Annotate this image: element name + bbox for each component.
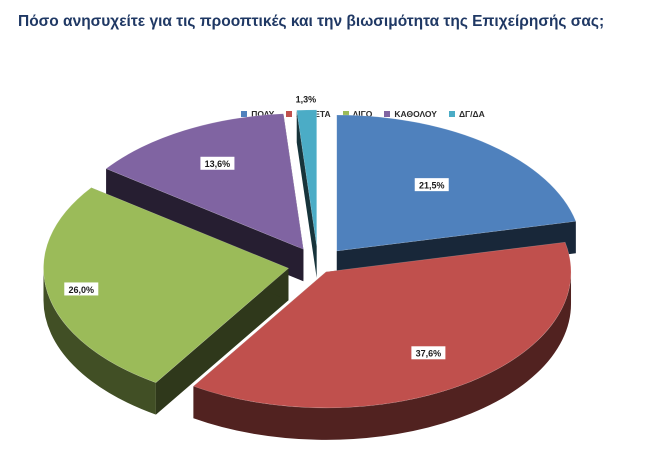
slice-side-wall bbox=[296, 110, 317, 278]
legend-swatch bbox=[384, 111, 391, 117]
slice-side-wall bbox=[106, 168, 304, 282]
pie-label-layer: 21,5% 37,6% 26,0% 13,6% 1,3% bbox=[64, 92, 449, 360]
legend-item-dg-da: ΔΓ/ΔΑ bbox=[448, 109, 485, 119]
legend-label: ΛΙΓΟ bbox=[352, 109, 373, 119]
data-label-bg bbox=[200, 156, 235, 170]
pie-slice-1 bbox=[192, 241, 572, 409]
data-label-bg bbox=[411, 346, 446, 360]
legend-swatch bbox=[448, 111, 455, 117]
chart-title: Πόσο ανησυχείτε για τις προοπτικές και τ… bbox=[18, 13, 605, 30]
data-label-3: 13,6% bbox=[205, 159, 231, 169]
pie-top-layer bbox=[43, 109, 577, 409]
legend-item-poly: ΠΟΛΥ bbox=[241, 109, 274, 119]
legend-swatch bbox=[286, 111, 293, 117]
legend-label: ΚΑΘΟΛΟΥ bbox=[394, 109, 437, 119]
legend-label: ΔΓ/ΔΑ bbox=[458, 109, 485, 119]
data-label-bg bbox=[291, 92, 321, 106]
pie-slice-4 bbox=[296, 109, 317, 246]
legend-swatch bbox=[241, 111, 248, 117]
legend-label: ΠΟΛΥ bbox=[251, 109, 275, 119]
pie-slice-3 bbox=[105, 113, 304, 250]
data-label-0: 21,5% bbox=[419, 180, 445, 190]
data-label-2: 26,0% bbox=[69, 285, 95, 295]
legend-item-ligo: ΛΙΓΟ bbox=[342, 109, 373, 119]
legend-item-katholou: ΚΑΘΟΛΟΥ bbox=[384, 109, 437, 119]
slice-outer-wall bbox=[193, 271, 572, 440]
data-label-bg bbox=[64, 282, 99, 296]
data-label-bg bbox=[414, 178, 449, 192]
data-label-4: 1,3% bbox=[296, 94, 317, 104]
slice-outer-wall bbox=[43, 268, 156, 415]
pie-slice-0 bbox=[336, 114, 577, 252]
legend-swatch bbox=[342, 111, 349, 117]
slice-side-wall bbox=[155, 268, 289, 415]
data-label-1: 37,6% bbox=[416, 349, 442, 359]
pie-slice-2 bbox=[43, 187, 290, 383]
